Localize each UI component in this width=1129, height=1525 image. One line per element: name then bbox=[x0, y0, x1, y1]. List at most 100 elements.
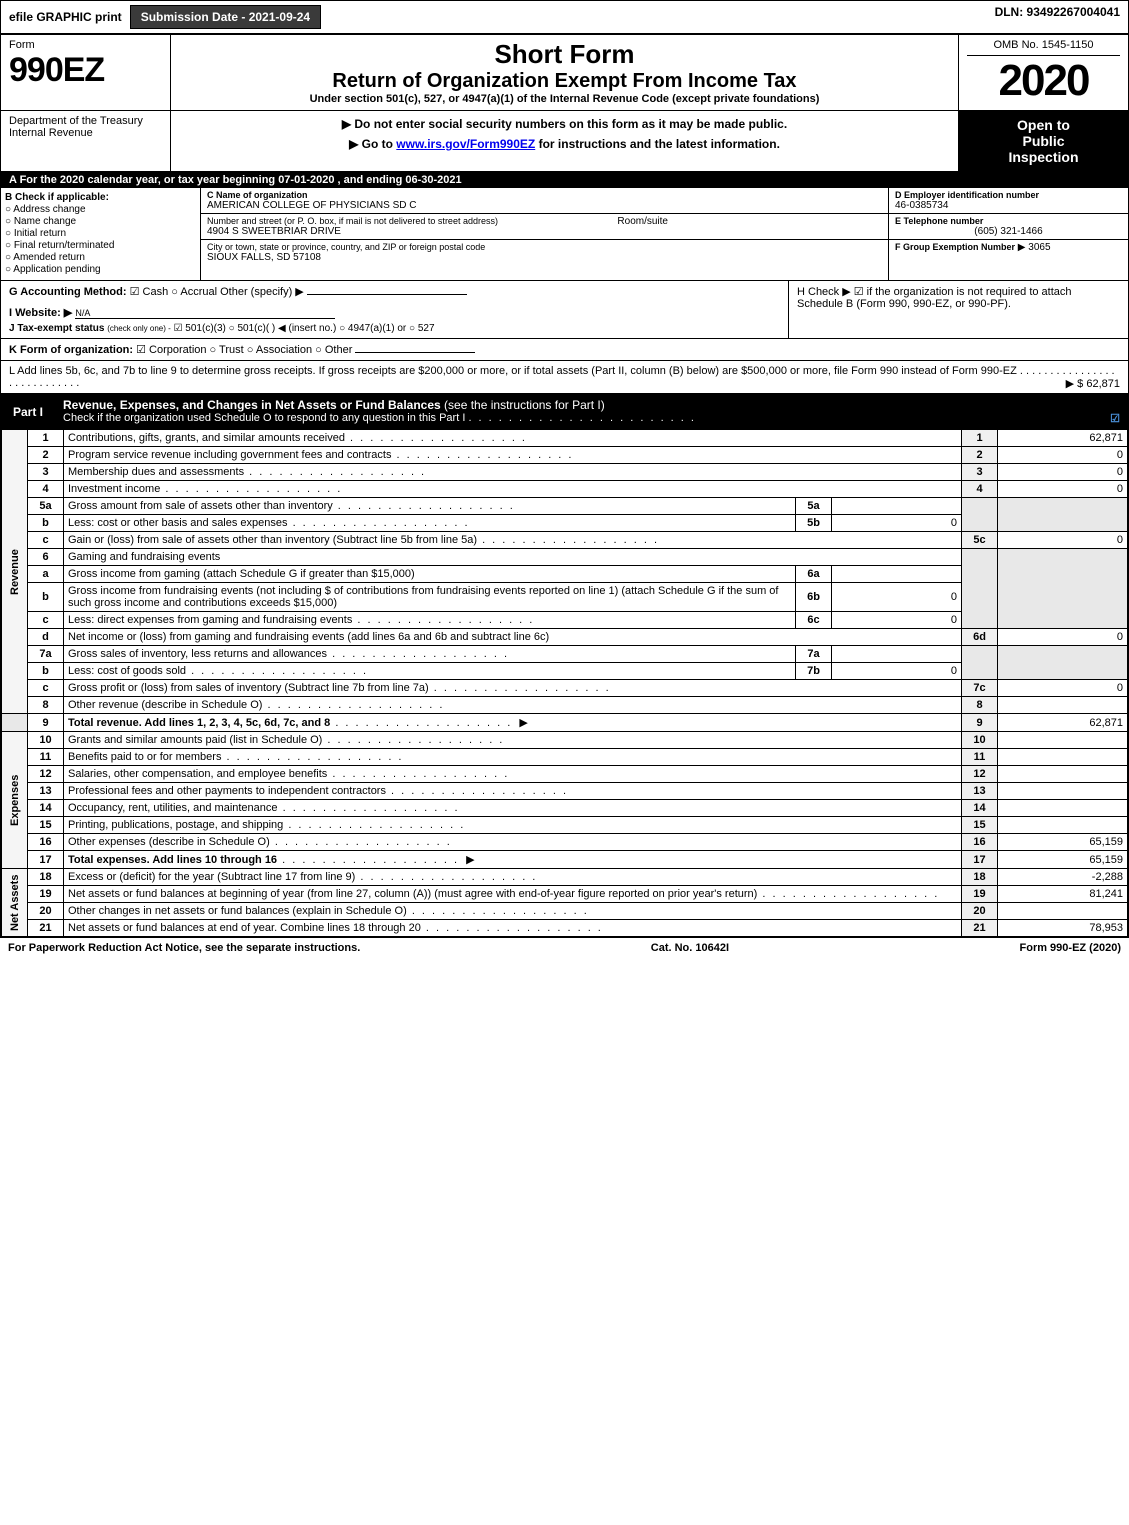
l12-val bbox=[998, 766, 1128, 783]
l4-val: 0 bbox=[998, 481, 1128, 498]
l6a-num: a bbox=[28, 566, 64, 583]
g-other-line[interactable] bbox=[307, 294, 467, 295]
l6-grey-val bbox=[998, 549, 1128, 629]
l2-num: 2 bbox=[28, 447, 64, 464]
open-line-1: Open to bbox=[965, 117, 1122, 133]
open-to-public-box: Open to Public Inspection bbox=[958, 111, 1128, 171]
city-value: SIOUX FALLS, SD 57108 bbox=[207, 252, 882, 263]
l18-val: -2,288 bbox=[998, 869, 1128, 886]
l14-num: 14 bbox=[28, 800, 64, 817]
d-value: 46-0385734 bbox=[895, 200, 1122, 211]
l21-val: 78,953 bbox=[998, 920, 1128, 937]
chk-name-change[interactable]: Name change bbox=[5, 216, 196, 227]
line-6d: d Net income or (loss) from gaming and f… bbox=[2, 629, 1128, 646]
l6d-desc: Net income or (loss) from gaming and fun… bbox=[64, 629, 962, 646]
line-9: 9 Total revenue. Add lines 1, 2, 3, 4, 5… bbox=[2, 714, 1128, 732]
open-line-2: Public bbox=[965, 133, 1122, 149]
h-row: H Check ▶ ☑ if the organization is not r… bbox=[788, 281, 1128, 338]
line-20: 20 Other changes in net assets or fund b… bbox=[2, 903, 1128, 920]
l5-grey bbox=[962, 498, 998, 532]
line-7a: 7a Gross sales of inventory, less return… bbox=[2, 646, 1128, 663]
line-6a: a Gross income from gaming (attach Sched… bbox=[2, 566, 1128, 583]
l11-ref: 11 bbox=[962, 749, 998, 766]
l8-desc: Other revenue (describe in Schedule O) bbox=[68, 699, 444, 711]
k-other-line[interactable] bbox=[355, 352, 475, 353]
line-21: 21 Net assets or fund balances at end of… bbox=[2, 920, 1128, 937]
line-11: 11 Benefits paid to or for members 11 bbox=[2, 749, 1128, 766]
topbar-left: efile GRAPHIC print Submission Date - 20… bbox=[1, 1, 329, 33]
l17-num: 17 bbox=[28, 851, 64, 869]
dept-label: Department of the Treasury Internal Reve… bbox=[1, 111, 171, 171]
top-bar: efile GRAPHIC print Submission Date - 20… bbox=[1, 1, 1128, 35]
header-title-box: Short Form Return of Organization Exempt… bbox=[171, 35, 958, 110]
line-3: 3 Membership dues and assessments 3 0 bbox=[2, 464, 1128, 481]
l5a-sr: 5a bbox=[796, 498, 832, 515]
l12-desc: Salaries, other compensation, and employ… bbox=[68, 768, 509, 780]
line-4: 4 Investment income 4 0 bbox=[2, 481, 1128, 498]
part-1-label: Part I bbox=[1, 401, 55, 423]
l19-val: 81,241 bbox=[998, 886, 1128, 903]
line-16: 16 Other expenses (describe in Schedule … bbox=[2, 834, 1128, 851]
l7b-sr: 7b bbox=[796, 663, 832, 680]
chk-initial-return[interactable]: Initial return bbox=[5, 228, 196, 239]
l5b-sr: 5b bbox=[796, 515, 832, 532]
part-1-title-text: Revenue, Expenses, and Changes in Net As… bbox=[63, 398, 441, 412]
l5b-desc: Less: cost or other basis and sales expe… bbox=[68, 517, 470, 529]
dln-label: DLN: 93492267004041 bbox=[987, 1, 1128, 33]
l5a-num: 5a bbox=[28, 498, 64, 515]
e-label: E Telephone number bbox=[895, 216, 1122, 226]
part-1-checknote: Check if the organization used Schedule … bbox=[63, 412, 1120, 424]
line-6b: b Gross income from fundraising events (… bbox=[2, 583, 1128, 612]
k-opts[interactable]: ☑ Corporation ○ Trust ○ Association ○ Ot… bbox=[136, 344, 352, 356]
part-1-check[interactable]: ☑ bbox=[1110, 412, 1120, 425]
bullet2-prefix: ▶ Go to bbox=[349, 137, 396, 151]
irs-link[interactable]: www.irs.gov/Form990EZ bbox=[396, 137, 535, 151]
chk-application-pending[interactable]: Application pending bbox=[5, 264, 196, 275]
form-word: Form bbox=[9, 39, 162, 51]
chk-final-return[interactable]: Final return/terminated bbox=[5, 240, 196, 251]
l3-num: 3 bbox=[28, 464, 64, 481]
title-main: Short Form bbox=[179, 39, 950, 70]
l5a-sv bbox=[832, 498, 962, 515]
l6d-num: d bbox=[28, 629, 64, 646]
org-info-block: B Check if applicable: Address change Na… bbox=[1, 188, 1128, 281]
j-label: J Tax-exempt status bbox=[9, 323, 104, 334]
g-accrual[interactable]: ○ Accrual bbox=[171, 286, 217, 298]
part-1-dots: . . . . . . . . . . . . . . . . . . . . … bbox=[468, 412, 696, 424]
l11-desc: Benefits paid to or for members bbox=[68, 751, 404, 763]
line-7b: b Less: cost of goods sold 7b 0 bbox=[2, 663, 1128, 680]
g-row: G Accounting Method: ☑ Cash ○ Accrual Ot… bbox=[1, 281, 788, 338]
title-sub: Return of Organization Exempt From Incom… bbox=[179, 70, 950, 93]
line-17: 17 Total expenses. Add lines 10 through … bbox=[2, 851, 1128, 869]
l3-ref: 3 bbox=[962, 464, 998, 481]
l9-desc: Total revenue. Add lines 1, 2, 3, 4, 5c,… bbox=[68, 717, 330, 729]
chk-amended-return[interactable]: Amended return bbox=[5, 252, 196, 263]
period-bar: A For the 2020 calendar year, or tax yea… bbox=[1, 172, 1128, 188]
line-6: 6 Gaming and fundraising events bbox=[2, 549, 1128, 566]
addr-label: Number and street (or P. O. box, if mail… bbox=[207, 216, 882, 226]
form-container: efile GRAPHIC print Submission Date - 20… bbox=[0, 0, 1129, 938]
chk-address-change[interactable]: Address change bbox=[5, 204, 196, 215]
l16-val: 65,159 bbox=[998, 834, 1128, 851]
line-7c: c Gross profit or (loss) from sales of i… bbox=[2, 680, 1128, 697]
box-c: C Name of organization AMERICAN COLLEGE … bbox=[201, 188, 888, 280]
g-other[interactable]: Other (specify) ▶ bbox=[220, 286, 304, 298]
l10-ref: 10 bbox=[962, 732, 998, 749]
l1-num: 1 bbox=[28, 430, 64, 447]
l6d-ref: 6d bbox=[962, 629, 998, 646]
line-10: Expenses 10 Grants and similar amounts p… bbox=[2, 732, 1128, 749]
e-row: E Telephone number (605) 321-1466 bbox=[889, 214, 1128, 240]
l18-ref: 18 bbox=[962, 869, 998, 886]
k-row: K Form of organization: ☑ Corporation ○ … bbox=[1, 339, 1128, 361]
g-cash[interactable]: ☑ Cash bbox=[130, 286, 169, 298]
gh-row: G Accounting Method: ☑ Cash ○ Accrual Ot… bbox=[1, 281, 1128, 339]
header-bullets: ▶ Do not enter social security numbers o… bbox=[171, 111, 958, 171]
form-number: 990EZ bbox=[9, 51, 162, 90]
l17-val: 65,159 bbox=[998, 851, 1128, 869]
i-row: I Website: ▶ N/A bbox=[9, 306, 780, 319]
l5c-val: 0 bbox=[998, 532, 1128, 549]
part-1-title: Revenue, Expenses, and Changes in Net As… bbox=[55, 394, 1128, 429]
j-opts[interactable]: ☑ 501(c)(3) ○ 501(c)( ) ◀ (insert no.) ○… bbox=[174, 323, 435, 334]
line-6c: c Less: direct expenses from gaming and … bbox=[2, 612, 1128, 629]
l14-ref: 14 bbox=[962, 800, 998, 817]
